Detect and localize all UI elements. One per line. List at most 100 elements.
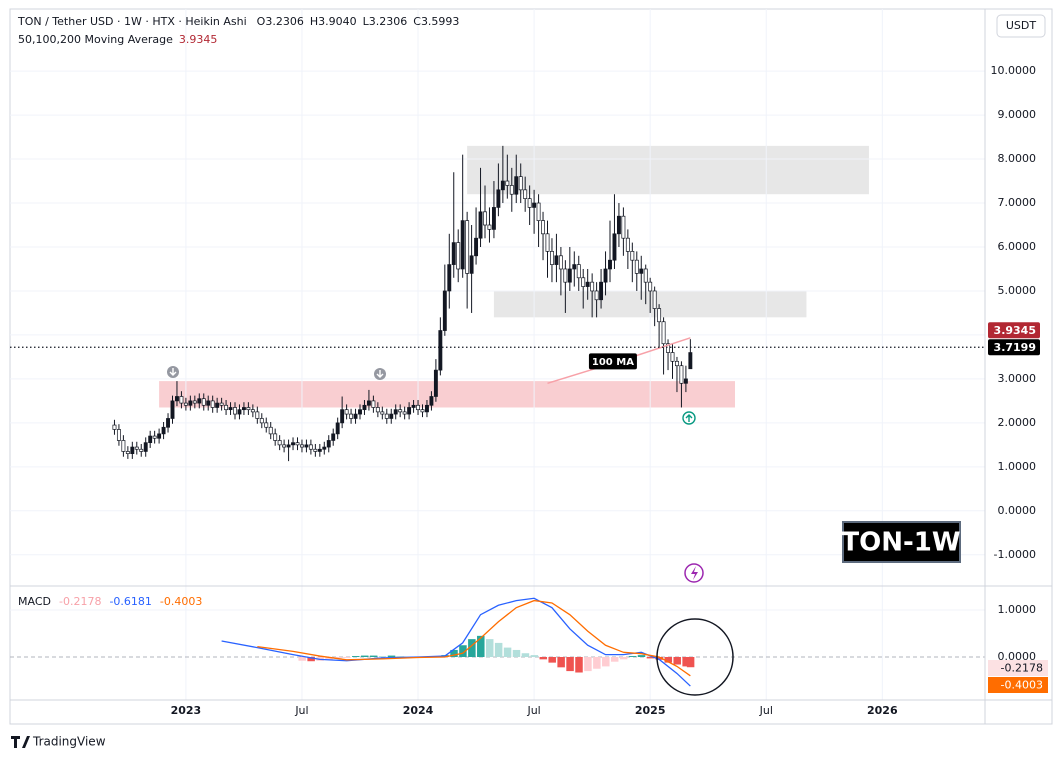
- candle-body: [545, 233, 550, 252]
- candle-body: [295, 442, 300, 446]
- candle-body: [688, 352, 693, 370]
- histogram-bar: [628, 656, 637, 657]
- candle-body: [389, 413, 394, 419]
- y-tick-label: 5.0000: [998, 284, 1037, 297]
- candle-body: [228, 407, 233, 411]
- histogram-bar: [686, 656, 695, 668]
- candle-body: [366, 400, 371, 406]
- macd-title: MACD: [18, 595, 51, 608]
- candle-body: [152, 435, 157, 439]
- candle-body: [125, 451, 130, 455]
- candle-body: [590, 281, 595, 292]
- candle-body: [393, 409, 398, 415]
- candle-body: [451, 242, 456, 265]
- axis-tag: [988, 659, 1048, 676]
- candle-body: [148, 435, 153, 444]
- candle-body: [679, 365, 684, 384]
- ma-legend-value: 3.9345: [179, 33, 218, 46]
- candle-body: [340, 409, 345, 424]
- y-tick-label: 3.0000: [998, 372, 1037, 385]
- candle-body: [500, 180, 505, 191]
- candle-body: [353, 413, 358, 419]
- candle-body: [183, 402, 188, 406]
- legend-key: C: [413, 15, 421, 28]
- candle-body: [291, 442, 295, 446]
- candle-body: [465, 220, 470, 274]
- candle-body: [402, 411, 407, 415]
- candle-body: [121, 440, 126, 452]
- candle-body: [487, 224, 492, 230]
- candle-body: [567, 268, 572, 283]
- candle-body: [246, 407, 251, 411]
- candle-body: [250, 409, 255, 413]
- legend-value: 3.9040: [318, 15, 357, 28]
- histogram-bar: [664, 656, 673, 663]
- candle-body: [532, 202, 537, 208]
- candle-body: [683, 378, 688, 384]
- candle-body: [143, 442, 148, 452]
- candle-body: [523, 189, 528, 199]
- last-price-label: 3.7199: [994, 341, 1036, 354]
- candle-body: [371, 400, 376, 408]
- candle-body: [456, 242, 461, 270]
- candle-body: [313, 448, 318, 452]
- histogram-bar: [646, 656, 655, 659]
- candle-body: [554, 255, 559, 265]
- histogram-bar: [602, 656, 610, 667]
- candle-body: [282, 444, 287, 448]
- candle-body: [398, 409, 403, 413]
- histogram-bar: [655, 656, 664, 660]
- candle-body: [349, 413, 354, 419]
- histogram-bar: [619, 656, 628, 660]
- candle-body: [130, 446, 135, 455]
- unit-box[interactable]: [996, 14, 1046, 38]
- candle-body: [344, 409, 349, 415]
- candle-body: [197, 398, 202, 404]
- candle-body: [233, 407, 237, 415]
- ma-legend-name: 50,100,200 Moving Average: [18, 33, 173, 46]
- candle-body: [594, 290, 599, 301]
- axis-tag-label: -0.4003: [1001, 678, 1043, 691]
- x-tick-label: 2024: [403, 704, 434, 717]
- candle-body: [572, 264, 577, 270]
- histogram-bar: [494, 642, 503, 657]
- candle-body: [514, 176, 519, 195]
- candle-body: [616, 215, 621, 235]
- histogram-bar: [548, 656, 556, 663]
- candle-body: [308, 444, 313, 450]
- candle-body: [331, 433, 336, 441]
- candle-body: [224, 404, 229, 411]
- legend-value: 3.5993: [421, 15, 460, 28]
- candle-body: [608, 259, 612, 270]
- candle-body: [175, 396, 179, 402]
- histogram-bar: [682, 656, 690, 667]
- histogram-bar: [557, 656, 565, 668]
- candle-body: [384, 413, 389, 419]
- candle-body: [166, 418, 170, 428]
- histogram-bar: [485, 639, 494, 657]
- histogram-bar: [450, 649, 458, 657]
- candle-body: [474, 237, 479, 257]
- candle-body: [670, 352, 675, 362]
- candle-body: [210, 400, 215, 408]
- candle-body: [380, 411, 385, 415]
- candle-body: [300, 444, 304, 448]
- histogram-bar: [459, 645, 467, 657]
- histogram-bar: [575, 656, 583, 673]
- y-tick-label: 1.0000: [998, 460, 1037, 473]
- candle-body: [420, 409, 425, 413]
- candle-body: [527, 198, 532, 208]
- legend-value: -0.6181: [109, 595, 151, 608]
- candle-body: [558, 255, 563, 270]
- candle-body: [215, 402, 220, 408]
- candle-body: [433, 369, 438, 397]
- legend-key: L: [363, 15, 370, 28]
- histogram-bar: [584, 656, 592, 672]
- candle-body: [411, 404, 416, 408]
- axis-tag-label: -0.2178: [1001, 661, 1043, 674]
- candle-body: [483, 211, 487, 226]
- legend-value: 3.2306: [369, 15, 408, 28]
- frame: [9, 8, 1053, 725]
- candle-body: [550, 251, 554, 265]
